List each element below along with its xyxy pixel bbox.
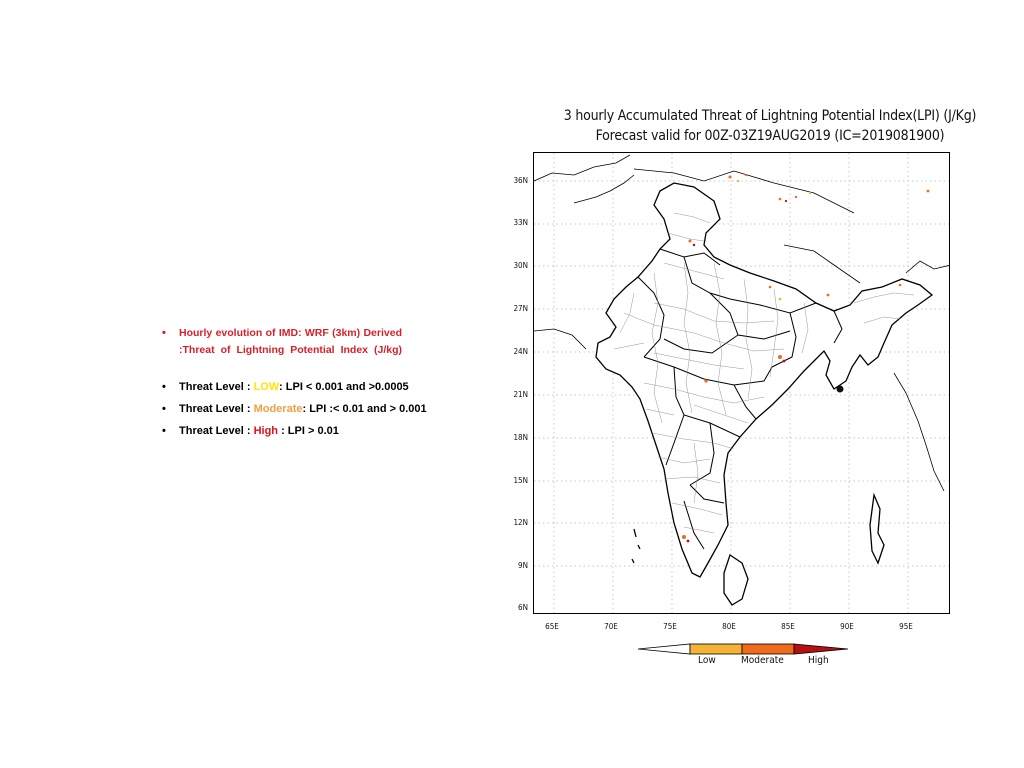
neighbour-boundaries [534,154,949,492]
threat-rule: : LPI :< 0.01 and > 0.001 [302,403,427,415]
lon-tick-label: 85E [781,622,795,631]
lat-tick-label: 24N [513,347,528,356]
threat-moderate-item: • Threat Level : Moderate: LPI :< 0.01 a… [162,398,427,420]
bullet-dot: • [162,381,166,393]
threat-low-item: • Threat Level : LOW: LPI < 0.001 and >0… [162,376,409,398]
map-title: 3 hourly Accumulated Threat of Lightning… [563,108,977,124]
lat-tick-label: 30N [513,261,528,270]
threat-rule: : LPI > 0.01 [278,425,339,437]
lon-tick-label: 70E [604,622,618,631]
lpi-threat-spots [682,173,930,543]
threat-prefix: Threat Level : [179,403,254,415]
intro-text: Hourly evolution of IMD: WRF (3km) Deriv… [179,327,402,356]
lat-tick-label: 9N [518,561,528,570]
lat-tick-label: 36N [513,176,528,185]
threat-list: • Threat Level : LOW: LPI < 0.001 and >0… [162,376,427,442]
intro-bullet: • Hourly evolution of IMD: WRF (3km) Der… [162,325,402,359]
district-boundaries [613,212,915,534]
bullet-dot: • [162,327,166,339]
legend-low-label: Low [698,655,716,666]
bullet-dot: • [162,403,166,415]
lon-tick-label: 80E [722,622,736,631]
colorbar-high [793,643,849,655]
legend-high-label: High [808,655,829,666]
lat-tick-label: 27N [513,304,528,313]
india-map-svg [534,153,949,613]
threat-high-item: • Threat Level : High : LPI > 0.01 [162,420,402,442]
lat-tick-label: 15N [513,476,528,485]
lpi-map [533,152,950,614]
legend-moderate-label: Moderate [741,655,784,666]
lon-tick-label: 75E [663,622,677,631]
colorbar-none [638,643,691,655]
threat-level-low: LOW [253,381,280,393]
colorbar-moderate [741,643,795,655]
lat-tick-label: 21N [513,390,528,399]
lon-tick-label: 65E [545,622,559,631]
lon-tick-label: 95E [899,622,913,631]
threat-prefix: Threat Level : [179,381,254,393]
state-boundaries [637,248,843,550]
lat-tick-label: 12N [513,518,528,527]
lat-tick-label: 6N [518,603,528,612]
threat-level-high: High [253,425,279,437]
threat-rule: : LPI < 0.001 and >0.0005 [279,381,409,393]
threat-level-moderate: Moderate [253,403,303,415]
lat-tick-label: 18N [513,433,528,442]
india-outline [595,182,934,606]
lon-tick-label: 90E [840,622,854,631]
bullet-dot: • [162,425,166,437]
lpi-colorbar [638,643,849,655]
notes-panel: • Hourly evolution of IMD: WRF (3km) Der… [162,325,427,442]
colorbar-low [689,643,743,655]
threat-prefix: Threat Level : [179,425,254,437]
lat-tick-label: 33N [513,218,528,227]
map-subtitle: Forecast valid for 00Z-03Z19AUG2019 (IC=… [595,128,945,144]
